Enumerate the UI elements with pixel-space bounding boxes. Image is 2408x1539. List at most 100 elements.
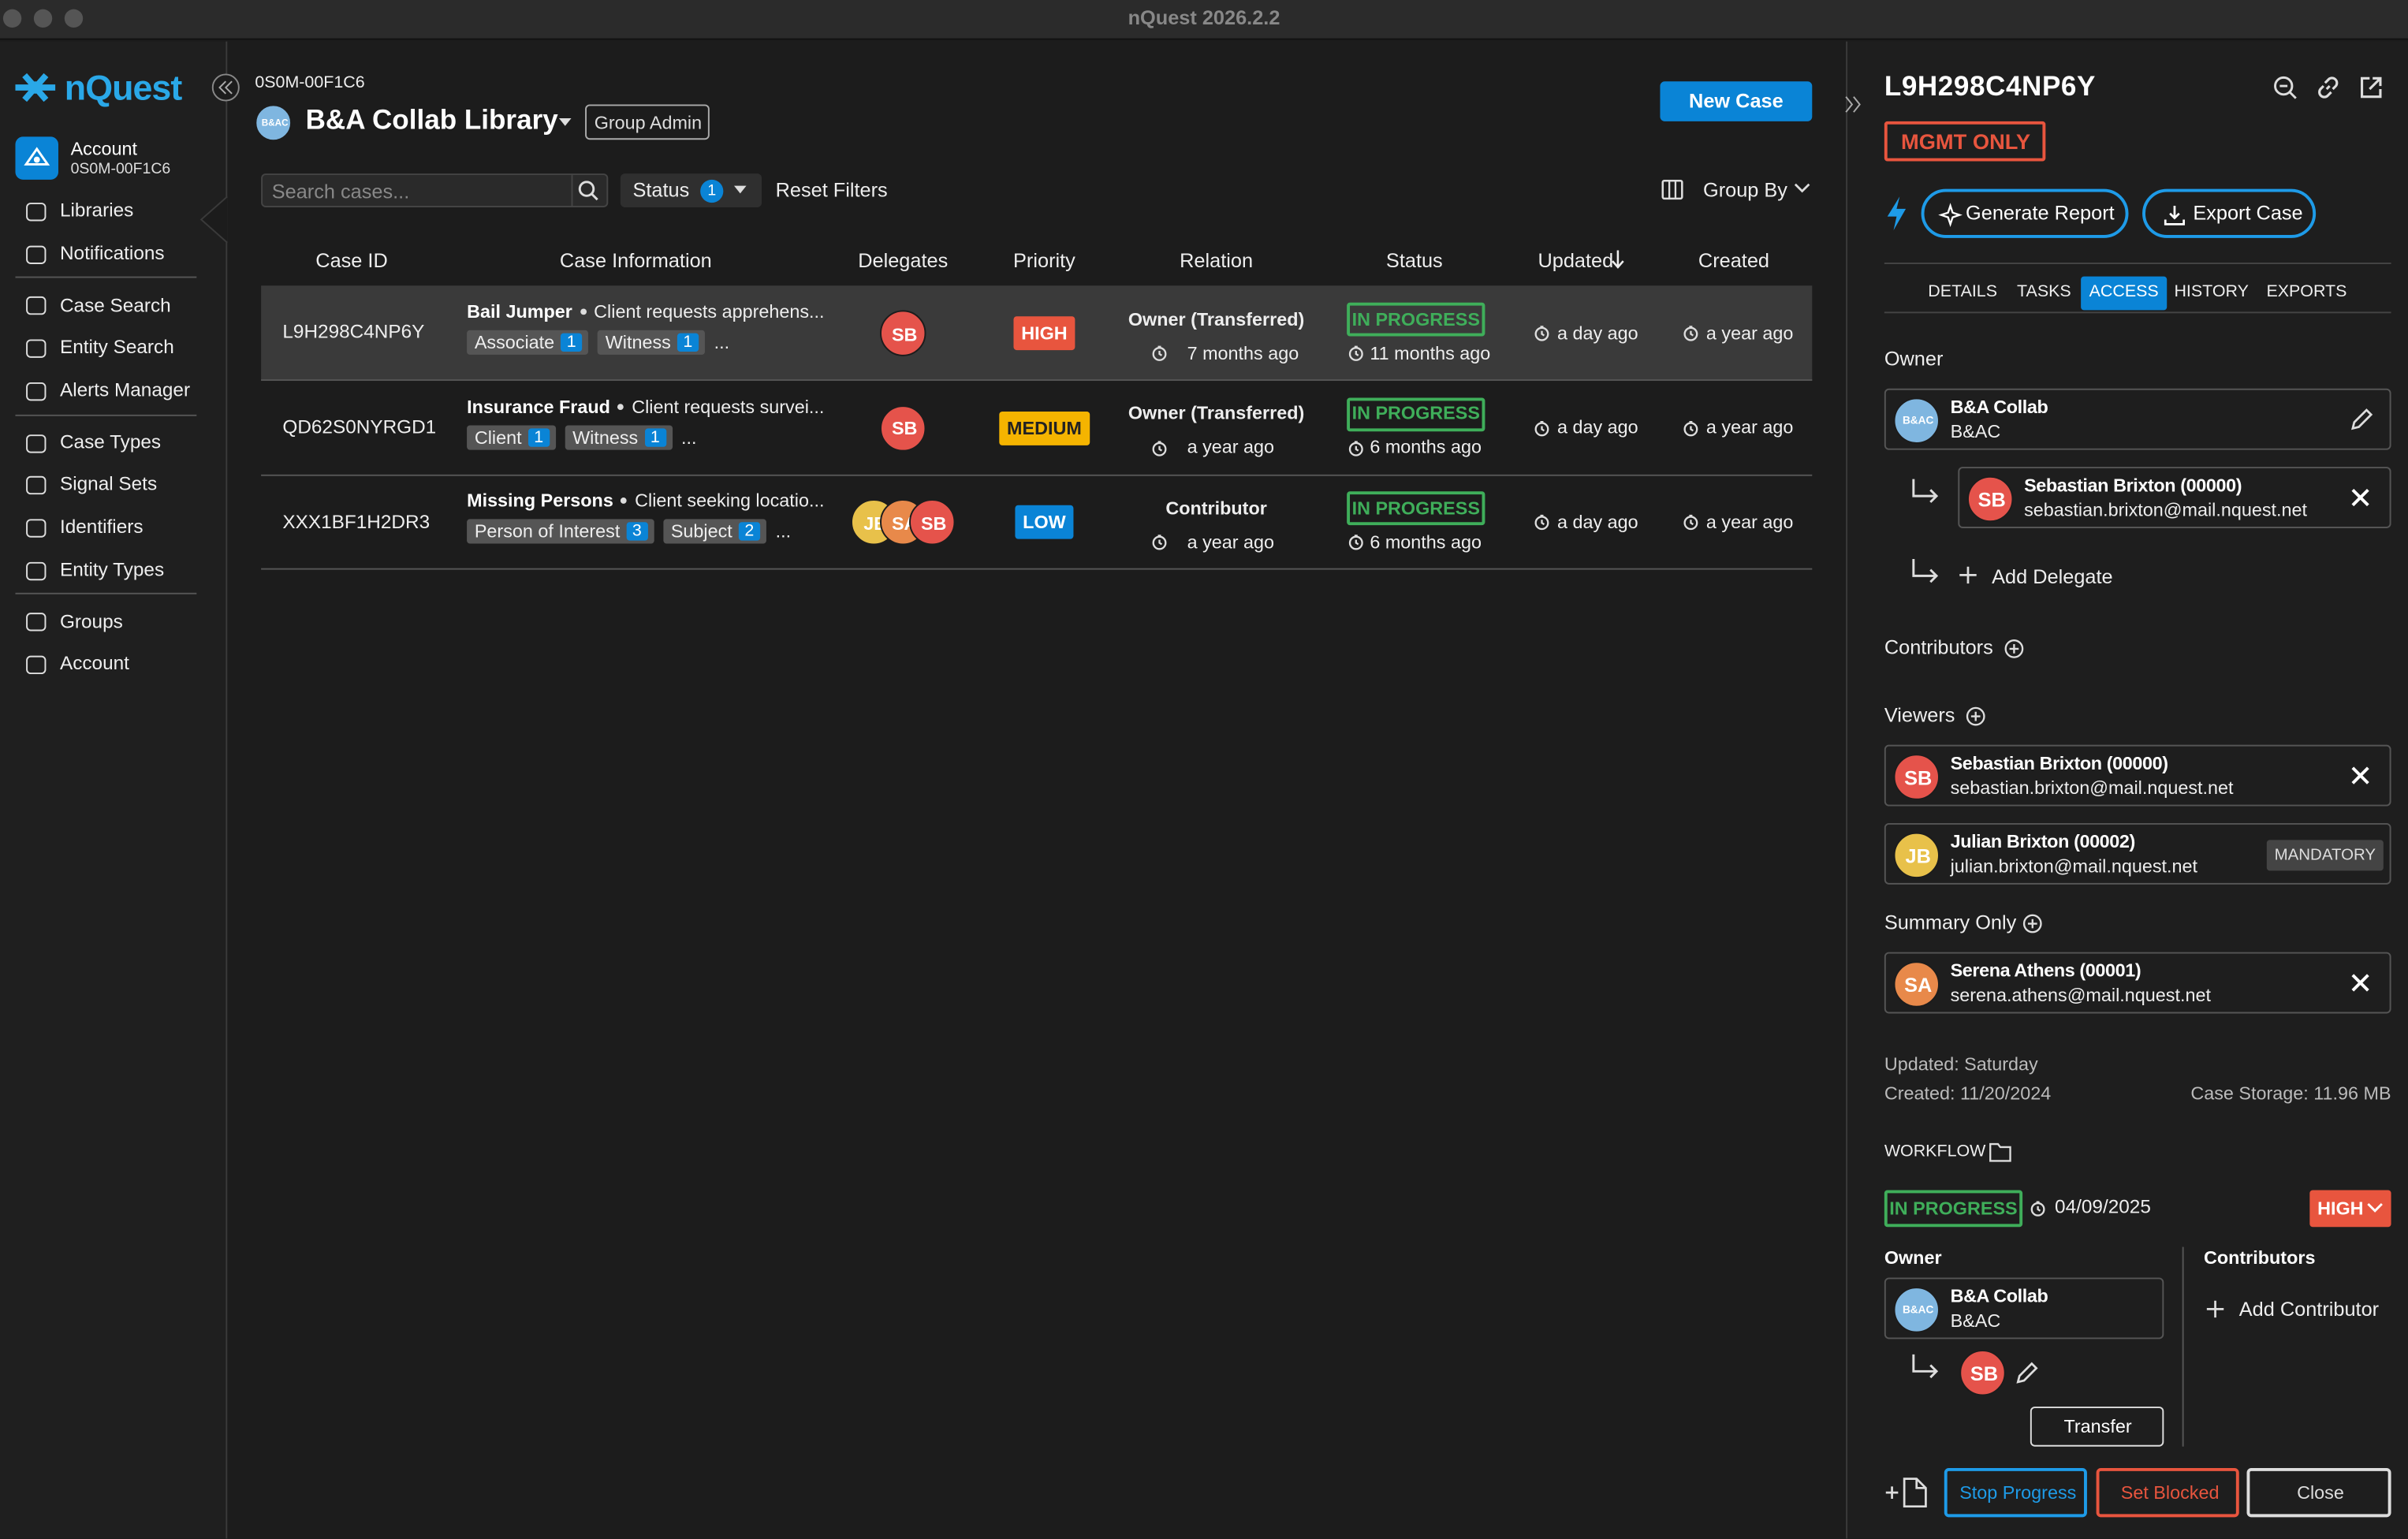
person-name: Serena Athens (00001) bbox=[1950, 959, 2141, 981]
nav-icon bbox=[26, 339, 47, 358]
clock-icon bbox=[1683, 515, 1698, 531]
avatar-initials: SB bbox=[1970, 1362, 1999, 1385]
library-title: B&A Collab Library bbox=[305, 105, 558, 136]
nav-item[interactable]: Entity Types bbox=[59, 558, 165, 580]
table-row[interactable] bbox=[261, 380, 1813, 476]
role-tag: Witness 1 bbox=[565, 424, 673, 450]
add-icon bbox=[2004, 639, 2024, 658]
workflow-button[interactable]: Close bbox=[2246, 1468, 2391, 1518]
window-control[interactable] bbox=[64, 9, 84, 28]
priority-caret bbox=[2367, 1202, 2383, 1213]
updated: a day ago bbox=[1556, 416, 1638, 438]
nav-item[interactable]: Libraries bbox=[59, 199, 134, 222]
tag-name: Client bbox=[474, 426, 522, 449]
tab[interactable]: DETAILS bbox=[1928, 282, 1998, 302]
reset-filters[interactable]: Reset Filters bbox=[775, 177, 888, 201]
person-card: JB Julian Brixton (00002) julian.brixton@m… bbox=[1884, 822, 2391, 885]
column-header[interactable]: Priority bbox=[1013, 248, 1075, 272]
nav-item[interactable]: Identifiers bbox=[59, 516, 144, 538]
nav-item[interactable]: Notifications bbox=[59, 242, 165, 264]
column-header[interactable]: Relation bbox=[1180, 248, 1254, 272]
avatar-initials: SB bbox=[891, 418, 918, 440]
column-header[interactable]: Case ID bbox=[315, 248, 388, 272]
workflow-button[interactable]: Stop Progress bbox=[1944, 1468, 2087, 1518]
person-name: Sebastian Brixton (00000) bbox=[2024, 474, 2242, 496]
nav-item[interactable]: Groups bbox=[59, 610, 123, 632]
zoom-icon bbox=[2274, 76, 2297, 99]
case-id: L9H298C4NP6Y bbox=[282, 321, 425, 343]
clock-icon bbox=[2030, 1201, 2045, 1217]
person-sub: julian.brixton@mail.nquest.net bbox=[1950, 855, 2198, 877]
clock-icon bbox=[1152, 535, 1167, 551]
tag-text: MANDATORY bbox=[2274, 845, 2376, 864]
nav-item[interactable]: Alerts Manager bbox=[59, 379, 191, 401]
person-card: B&AC B&A Collab B&AC bbox=[1884, 388, 2391, 450]
person-card: SB Sebastian Brixton (00000) sebastian.bri… bbox=[1884, 744, 2391, 807]
tab[interactable]: HISTORY bbox=[2174, 282, 2249, 302]
case-summary: Client requests apprehens... bbox=[594, 300, 825, 323]
case-summary: Client seeking locatio... bbox=[635, 490, 825, 512]
status-text: IN PROGRESS bbox=[1889, 1197, 2018, 1219]
export-case-button[interactable]: Export Case bbox=[2142, 188, 2317, 238]
nav-item[interactable]: Case Search bbox=[59, 294, 171, 316]
tab[interactable]: ACCESS bbox=[2089, 282, 2159, 302]
tab[interactable]: EXPORTS bbox=[2266, 282, 2347, 302]
role-tag: Witness 1 bbox=[597, 330, 705, 355]
avatar-initials: SB bbox=[891, 323, 918, 345]
person-sub: serena.athens@mail.nquest.net bbox=[1950, 983, 2211, 1005]
nav-icon bbox=[26, 613, 47, 632]
table-row[interactable] bbox=[261, 475, 1813, 571]
priority-badge: HIGH bbox=[1013, 316, 1075, 351]
transfer-button[interactable]: Transfer bbox=[2030, 1407, 2164, 1447]
nav-icon bbox=[26, 245, 47, 264]
tab[interactable]: TASKS bbox=[2017, 282, 2071, 302]
button-text: Set Blocked bbox=[2120, 1481, 2220, 1504]
more-tags: ... bbox=[681, 426, 697, 449]
tag-name: Witness bbox=[572, 426, 639, 449]
nav-icon bbox=[26, 382, 47, 401]
person-card: B&AC B&A Collab B&AC bbox=[1884, 1277, 2164, 1340]
column-header[interactable]: Updated bbox=[1538, 248, 1614, 272]
tag-name: Person of Interest bbox=[474, 521, 621, 543]
nav-icon bbox=[26, 655, 47, 675]
column-header[interactable]: Delegates bbox=[858, 248, 949, 272]
logo-text: nQuest bbox=[64, 67, 182, 108]
add-delegate[interactable]: Add Delegate bbox=[1992, 565, 2113, 588]
avatar: B&AC bbox=[255, 104, 293, 142]
add-contributor[interactable]: Add Contributor bbox=[2238, 1297, 2380, 1321]
clock-icon bbox=[1348, 440, 1363, 456]
nav-item[interactable]: Case Types bbox=[59, 430, 162, 453]
tag-name: Associate bbox=[474, 331, 555, 353]
nav-item[interactable]: Signal Sets bbox=[59, 473, 158, 496]
nav-item[interactable]: Entity Search bbox=[59, 337, 174, 359]
new-case-button[interactable]: New Case bbox=[1660, 81, 1813, 121]
created: a year ago bbox=[1705, 322, 1794, 344]
separator-dot bbox=[621, 497, 628, 505]
window-control[interactable] bbox=[2, 9, 22, 28]
avatar-initials: B&AC bbox=[261, 119, 289, 129]
generate-report-button[interactable]: Generate Report bbox=[1921, 188, 2129, 238]
account-label[interactable]: Account bbox=[70, 137, 138, 159]
open-icon bbox=[2361, 76, 2382, 99]
workflow-button[interactable]: Set Blocked bbox=[2096, 1468, 2239, 1518]
section-label: Owner bbox=[1884, 1246, 1942, 1269]
nav-divider bbox=[15, 593, 197, 595]
column-header[interactable]: Case Information bbox=[559, 248, 712, 272]
active-tab bbox=[2081, 276, 2168, 311]
column-header[interactable]: Created bbox=[1698, 248, 1769, 272]
nav-item[interactable]: Account bbox=[59, 653, 129, 675]
action-icon bbox=[1887, 196, 1907, 231]
search-input[interactable]: Search cases... bbox=[261, 173, 609, 207]
sidebar bbox=[0, 41, 228, 1539]
column-header[interactable]: Status bbox=[1385, 248, 1443, 272]
updated: a day ago bbox=[1556, 322, 1638, 344]
more-tags: ... bbox=[714, 331, 730, 353]
group-by-caret bbox=[1794, 183, 1810, 193]
window-control[interactable] bbox=[33, 9, 53, 28]
group-by[interactable]: Group By bbox=[1702, 177, 1787, 201]
avatar-initials: SB bbox=[1977, 488, 2006, 512]
status-text: IN PROGRESS bbox=[1351, 402, 1480, 425]
workflow-divider bbox=[2182, 1246, 2184, 1447]
section-label: Contributors bbox=[1884, 635, 1993, 659]
separator-dot bbox=[617, 403, 624, 410]
